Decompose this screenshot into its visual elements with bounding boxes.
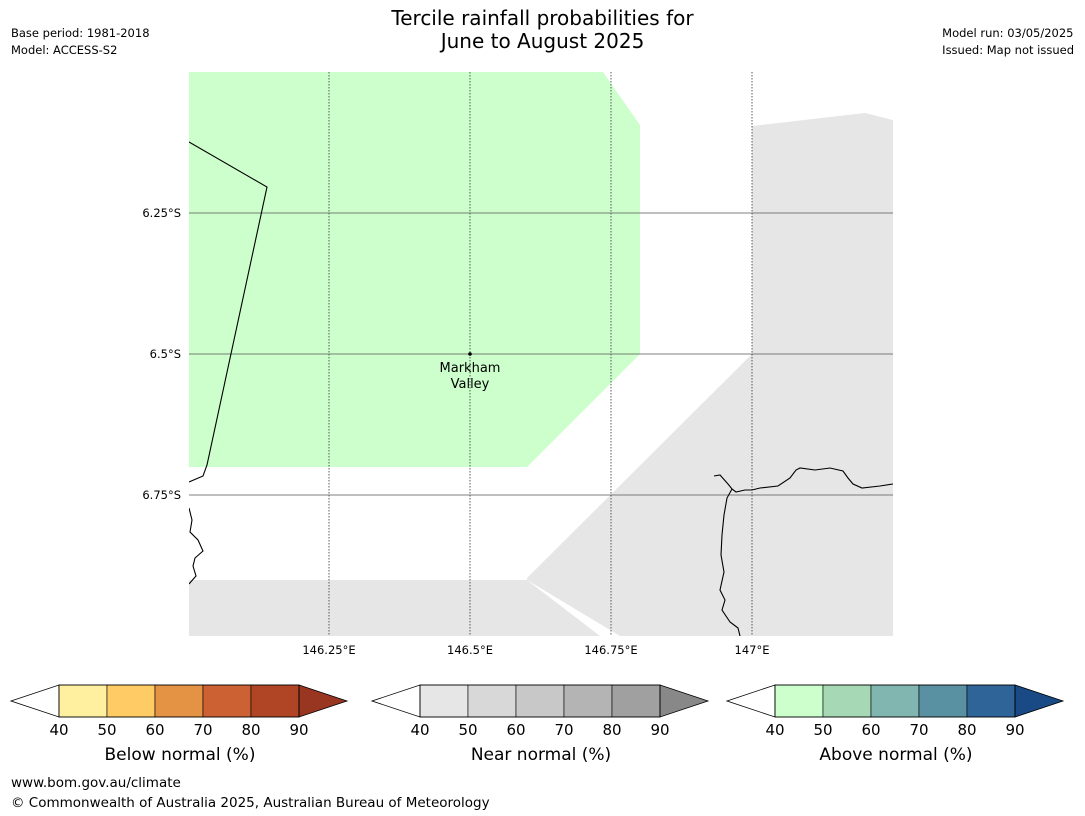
cb-above-over-arrow bbox=[1014, 684, 1065, 718]
cb-above-tick-50: 50 bbox=[813, 721, 833, 739]
colorbar-above-normal: 40 50 60 70 80 90 Above normal (%) bbox=[725, 684, 1066, 765]
title-line-1: Tercile rainfall probabilities for bbox=[391, 6, 694, 30]
place-label-line-2: Valley bbox=[451, 377, 490, 392]
colorbar-near-normal: 40 50 60 70 80 90 Near normal (%) bbox=[370, 684, 711, 765]
cb-near-cell-0 bbox=[419, 684, 469, 718]
colorbar-near-normal-ticks: 40 50 60 70 80 90 bbox=[371, 721, 711, 741]
cb-above-tick-60: 60 bbox=[861, 721, 881, 739]
cb-above-cell-2 bbox=[870, 684, 920, 718]
cb-near-tick-90: 90 bbox=[650, 721, 670, 739]
issued-text: Issued: Map not issued bbox=[942, 43, 1074, 57]
markham-valley-marker[interactable] bbox=[468, 352, 472, 356]
cb-below-tick-90: 90 bbox=[289, 721, 309, 739]
cb-near-tick-60: 60 bbox=[506, 721, 526, 739]
latitude-tick-labels: 6.25°S 6.5°S 6.75°S bbox=[142, 206, 181, 502]
cb-above-cell-0 bbox=[774, 684, 824, 718]
colorbar-near-normal-bar bbox=[370, 684, 710, 718]
model-text: Model: ACCESS-S2 bbox=[11, 43, 118, 57]
coastline-west bbox=[189, 141, 268, 483]
cb-above-outline bbox=[774, 684, 1016, 718]
cb-near-tick-50: 50 bbox=[458, 721, 478, 739]
colorbar-below-normal-ticks: 40 50 60 70 80 90 bbox=[10, 721, 350, 741]
cb-above-under-arrow bbox=[725, 684, 776, 718]
lat-label-3: 6.75°S bbox=[142, 488, 181, 502]
colorbar-above-normal-label: Above normal (%) bbox=[819, 745, 973, 765]
coastlines bbox=[189, 141, 893, 636]
colorbar-above-normal-ticks: 40 50 60 70 80 90 bbox=[726, 721, 1066, 741]
near-normal-region-southwest bbox=[189, 580, 600, 636]
cb-above-tick-70: 70 bbox=[909, 721, 929, 739]
longitude-tick-labels: 146.25°E 146.5°E 146.75°E 147°E bbox=[302, 643, 769, 657]
place-label-line-1: Markham bbox=[440, 361, 501, 376]
cb-above-cell-1 bbox=[822, 684, 872, 718]
lon-label-1: 146.25°E bbox=[302, 643, 355, 657]
cb-near-outline bbox=[419, 684, 661, 718]
header-meta-left: Base period: 1981-2018 Model: ACCESS-S2 bbox=[11, 25, 150, 59]
colorbar-below-normal: 40 50 60 70 80 90 Below normal (%) bbox=[9, 684, 350, 765]
graticule-latitude bbox=[189, 212, 893, 496]
cb-below-cell-0 bbox=[58, 684, 108, 718]
cb-below-tick-50: 50 bbox=[97, 721, 117, 739]
cb-below-cell-3 bbox=[202, 684, 252, 718]
cb-below-tick-70: 70 bbox=[193, 721, 213, 739]
cb-near-tick-70: 70 bbox=[554, 721, 574, 739]
lat-label-2: 6.5°S bbox=[150, 347, 181, 361]
cb-below-over-arrow bbox=[298, 684, 349, 718]
cb-above-tick-80: 80 bbox=[957, 721, 977, 739]
cb-below-outline bbox=[58, 684, 300, 718]
cb-near-cell-2 bbox=[515, 684, 565, 718]
cb-above-cell-4 bbox=[966, 684, 1016, 718]
cb-above-tick-40: 40 bbox=[765, 721, 785, 739]
colorbar-above-normal-bar bbox=[725, 684, 1065, 718]
footer-copyright: © Commonwealth of Australia 2025, Austra… bbox=[11, 795, 490, 811]
colorbar-near-normal-label: Near normal (%) bbox=[470, 745, 612, 765]
cb-below-cell-1 bbox=[106, 684, 156, 718]
map-canvas[interactable]: Markham Valley 6.25°S 6.5°S 6.75°S 146.2… bbox=[0, 0, 1085, 680]
cb-near-tick-80: 80 bbox=[602, 721, 622, 739]
cb-near-under-arrow bbox=[370, 684, 421, 718]
cb-near-over-arrow bbox=[659, 684, 710, 718]
coastline-southwest bbox=[189, 507, 204, 585]
cb-below-tick-40: 40 bbox=[49, 721, 69, 739]
above-normal-region bbox=[189, 72, 640, 467]
header-meta-right: Model run: 03/05/2025 Issued: Map not is… bbox=[942, 25, 1074, 59]
cb-above-tick-90: 90 bbox=[1005, 721, 1025, 739]
page-title: Tercile rainfall probabilities for June … bbox=[0, 7, 1085, 53]
footer-website[interactable]: www.bom.gov.au/climate bbox=[11, 775, 181, 791]
cb-below-tick-80: 80 bbox=[241, 721, 261, 739]
title-line-2: June to August 2025 bbox=[440, 29, 645, 53]
model-run-text: Model run: 03/05/2025 bbox=[942, 26, 1074, 40]
cb-near-cell-1 bbox=[467, 684, 517, 718]
near-normal-region-east bbox=[527, 113, 893, 636]
cb-near-cell-4 bbox=[611, 684, 661, 718]
coastline-east bbox=[713, 467, 893, 493]
cb-below-cell-2 bbox=[154, 684, 204, 718]
colorbar-below-normal-label: Below normal (%) bbox=[104, 745, 256, 765]
cb-near-cell-3 bbox=[563, 684, 613, 718]
cb-below-cell-4 bbox=[250, 684, 300, 718]
cb-above-cell-3 bbox=[918, 684, 968, 718]
map-area: Markham Valley bbox=[189, 72, 893, 636]
lat-label-1: 6.25°S bbox=[142, 206, 181, 220]
cb-below-tick-60: 60 bbox=[145, 721, 165, 739]
lon-label-3: 146.75°E bbox=[584, 643, 637, 657]
colorbar-below-normal-bar bbox=[9, 684, 349, 718]
lon-label-2: 146.5°E bbox=[447, 643, 493, 657]
lon-label-4: 147°E bbox=[735, 643, 770, 657]
coastline-river-south bbox=[719, 488, 741, 636]
cb-below-under-arrow bbox=[9, 684, 60, 718]
base-period-text: Base period: 1981-2018 bbox=[11, 26, 150, 40]
cb-near-tick-40: 40 bbox=[410, 721, 430, 739]
